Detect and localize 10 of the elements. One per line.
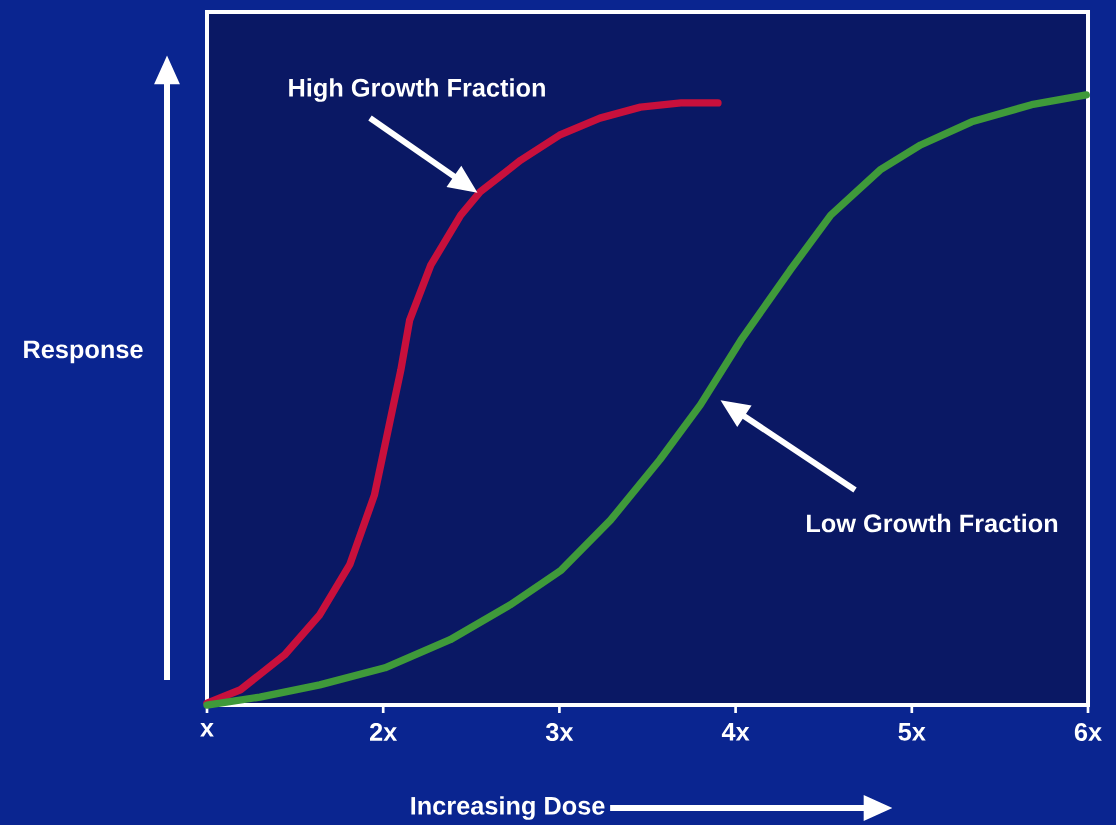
y-axis-title: Response	[24, 340, 143, 364]
annotation: Low Growth Fraction	[807, 513, 1058, 533]
x-axis-title: Increasing Dose	[411, 796, 605, 820]
x-tick-label: x	[200, 723, 214, 737]
annotation: High Growth Fraction	[289, 78, 545, 102]
x-tick-label: 5x	[898, 723, 926, 741]
x-tick-label: 4x	[721, 723, 750, 741]
x-tick-label: 3x	[545, 723, 574, 742]
x-tick-label: 6x	[1074, 723, 1102, 741]
x-tick-label: 2x	[369, 723, 398, 741]
